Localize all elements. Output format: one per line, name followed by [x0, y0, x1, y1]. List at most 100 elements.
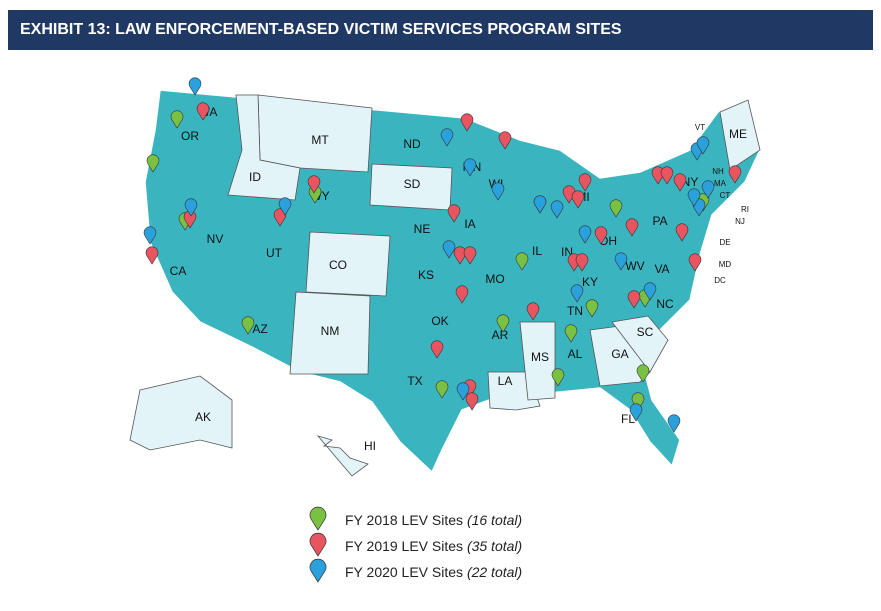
legend-total: (16 total) [467, 512, 522, 528]
state-label: CA [170, 264, 187, 278]
state-label: GA [611, 347, 628, 361]
state-label: WV [625, 259, 644, 273]
site-pin [575, 253, 589, 272]
site-pin [463, 246, 477, 265]
state-label: VT [695, 123, 705, 132]
state-label: ND [403, 137, 421, 151]
light-states [129, 94, 761, 477]
legend-pin [309, 558, 327, 583]
site-pin [307, 175, 321, 194]
state-label: NH [712, 167, 724, 176]
site-pin [273, 208, 287, 227]
site-pin [278, 197, 292, 216]
state-label: NM [321, 324, 340, 338]
legend-name: FY 2019 LEV Sites [345, 538, 463, 554]
state-label: CT [720, 191, 731, 200]
state-label: TX [407, 374, 422, 388]
site-pin [515, 252, 529, 271]
state-label: AK [195, 410, 211, 424]
site-pin [442, 240, 456, 259]
site-pin [498, 131, 512, 150]
state-label: CO [329, 258, 347, 272]
site-pin [585, 299, 599, 318]
state-label: FL [621, 412, 635, 426]
site-pin [143, 226, 157, 245]
site-pin [551, 368, 565, 387]
state-label: SC [637, 325, 654, 339]
state-label: OR [181, 129, 199, 143]
site-pin [636, 364, 650, 383]
us-mainland [144, 89, 761, 474]
site-pin [571, 190, 585, 209]
state-label: OK [431, 314, 448, 328]
site-pin [447, 204, 461, 223]
site-pin [440, 128, 454, 147]
site-pin [570, 284, 584, 303]
legend-pin [309, 506, 327, 531]
state-label: HI [364, 439, 376, 453]
site-pin [728, 165, 742, 184]
state-label: NC [656, 297, 674, 311]
site-pin [145, 246, 159, 265]
site-pin [696, 136, 710, 155]
state-label: PA [652, 214, 667, 228]
state-label: RI [741, 205, 749, 214]
site-pin [614, 252, 628, 271]
site-pin [435, 380, 449, 399]
site-pin [184, 198, 198, 217]
state-label: MO [485, 272, 504, 286]
state-label: TN [567, 304, 583, 318]
site-pin [627, 290, 641, 309]
title-bar: EXHIBIT 13: LAW ENFORCEMENT-BASED VICTIM… [8, 10, 873, 50]
site-pin [533, 195, 547, 214]
state-label: SD [404, 177, 421, 191]
state-label: MT [311, 133, 329, 147]
site-pin [465, 392, 479, 411]
state-label: KS [418, 268, 434, 282]
state-label: KY [582, 275, 598, 289]
state-label: AL [568, 347, 583, 361]
state-label: IL [532, 244, 542, 258]
site-pin [629, 403, 643, 422]
state-label: NV [207, 232, 224, 246]
legend-name: FY 2020 LEV Sites [345, 564, 463, 580]
site-pin [170, 110, 184, 129]
site-pin [687, 188, 701, 207]
state-label: AZ [252, 322, 267, 336]
site-pin [496, 314, 510, 333]
state-label: UT [266, 246, 283, 260]
site-pin [675, 223, 689, 242]
site-pin [241, 316, 255, 335]
site-pin [196, 102, 210, 121]
site-pin [660, 166, 674, 185]
legend-label: FY 2018 LEV Sites (16 total) [345, 512, 522, 528]
legend-pin [309, 532, 327, 557]
site-pin [188, 77, 202, 96]
site-pin [455, 285, 469, 304]
state-label: DE [719, 238, 730, 247]
site-pin [550, 200, 564, 219]
state-label: VA [654, 262, 669, 276]
state-label: DC [714, 276, 726, 285]
site-pin [460, 113, 474, 132]
site-pin [643, 282, 657, 301]
site-pin [578, 173, 592, 192]
site-pin [609, 199, 623, 218]
site-pin [673, 173, 687, 192]
site-pin [430, 340, 444, 359]
state-label: AR [492, 328, 509, 342]
state-label: IA [464, 217, 475, 231]
legend-name: FY 2018 LEV Sites [345, 512, 463, 528]
state-label: ME [729, 127, 747, 141]
site-pin [564, 324, 578, 343]
state-label: NE [414, 222, 431, 236]
site-pin [631, 392, 645, 411]
site-pin [456, 382, 470, 401]
site-pin [594, 226, 608, 245]
site-pin [688, 253, 702, 272]
title: EXHIBIT 13: LAW ENFORCEMENT-BASED VICTIM… [20, 21, 622, 38]
site-pin [463, 158, 477, 177]
legend-total: (35 total) [467, 538, 522, 554]
legend-label: FY 2019 LEV Sites (35 total) [345, 538, 522, 554]
